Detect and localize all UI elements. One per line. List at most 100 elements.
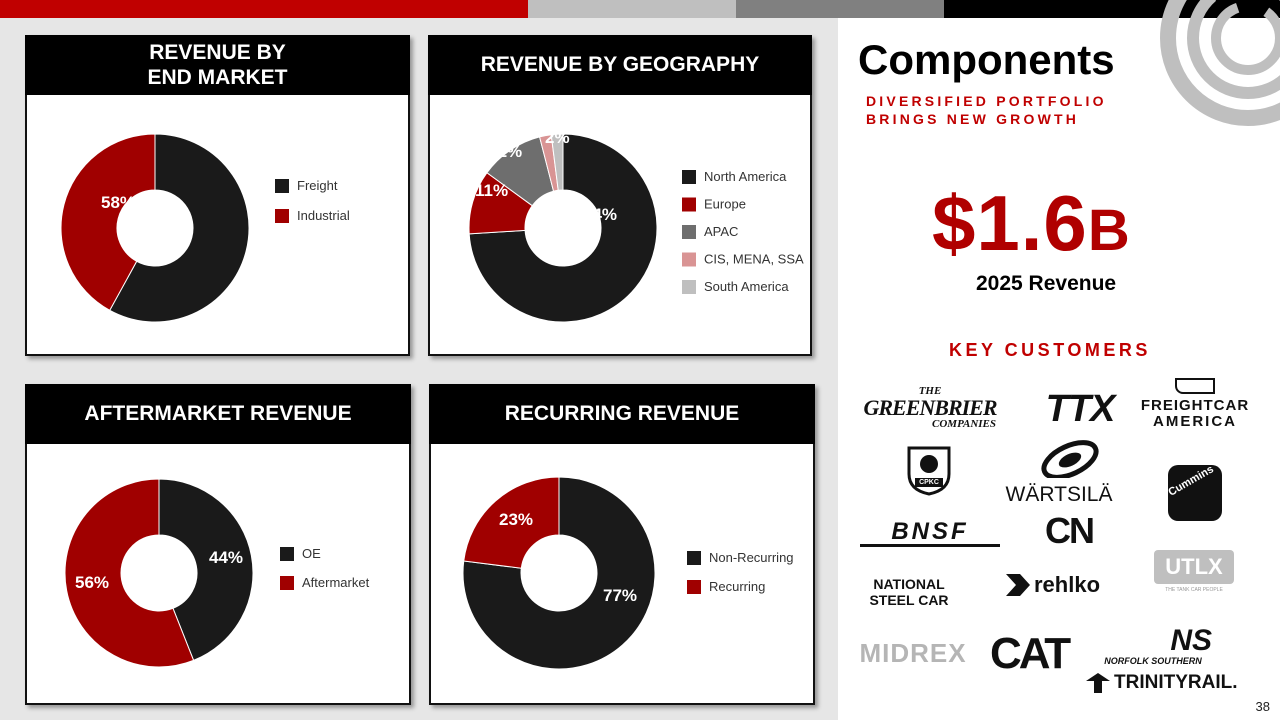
- legend-label: South America: [704, 279, 789, 294]
- cummins-logo: Cummins: [1166, 463, 1222, 521]
- freightcar-america-logo: FREIGHTCAR AMERICA: [1138, 378, 1252, 430]
- legend-swatch: [687, 551, 701, 565]
- data-label: 44%: [209, 548, 243, 567]
- revenue-unit: B: [1087, 198, 1131, 263]
- data-label: 2%: [545, 128, 570, 147]
- donut-slice-north-america: [468, 133, 658, 323]
- legend-label: Freight: [297, 178, 338, 193]
- logo-text: Cummins: [1166, 463, 1216, 499]
- legend-label: North America: [704, 169, 787, 184]
- legend-label: APAC: [704, 224, 738, 239]
- logo-text: NS: [1170, 624, 1212, 657]
- cpkc-logo: CPKC: [905, 444, 953, 496]
- trinityrail-logo: TRINITYRAIL.: [1085, 672, 1255, 694]
- revenue-label: 2025 Revenue: [976, 272, 1117, 295]
- legend-swatch: [682, 280, 696, 294]
- donut-slice-freight: [109, 133, 250, 323]
- page-number: 38: [1255, 699, 1270, 714]
- panel-title: RECURRING REVENUE: [429, 384, 815, 444]
- midrex-logo: MIDREX: [859, 638, 967, 668]
- revenue-by-end-market-panel: REVENUE BY END MARKET 58% 42% Freight Indus…: [25, 35, 410, 356]
- data-label: 2%: [561, 115, 586, 134]
- legend-swatch: [280, 547, 294, 561]
- data-label: 58%: [101, 193, 135, 212]
- legend-swatch: [275, 209, 289, 223]
- legend-swatch: [687, 580, 701, 594]
- aftermarket-donut-chart: 44% 56% OE Aftermarket: [64, 478, 370, 668]
- rehlko-arrow-icon: [1006, 574, 1030, 596]
- revenue-value: $1.6: [932, 179, 1088, 267]
- logo-text: NORFOLK SOUTHERN: [1104, 656, 1202, 666]
- cpkc-shield-icon: [907, 446, 951, 496]
- rehlko-logo: rehlko: [1004, 572, 1112, 598]
- data-label: 74%: [583, 205, 617, 224]
- revenue-figure: $1.6B: [932, 178, 1131, 269]
- wartsila-logo: WÄRTSILÄ: [1004, 440, 1114, 507]
- donut-slice-recurring: [463, 476, 560, 569]
- legend-label: Non-Recurring: [709, 550, 794, 565]
- key-customers-title: KEY CUSTOMERS: [949, 340, 1151, 360]
- legend-swatch: [682, 252, 696, 267]
- logo-text: WÄRTSILÄ: [1005, 483, 1113, 506]
- page-title: Components: [858, 36, 1115, 83]
- cat-logo: CAT: [990, 629, 1071, 678]
- logo-text: TRINITYRAIL.: [1114, 672, 1238, 693]
- top-color-bar: [0, 0, 1280, 18]
- greenbrier-logo: THE GREENBRIER COMPANIES: [860, 386, 1000, 430]
- legend-label: OE: [302, 546, 321, 561]
- aftermarket-revenue-panel: AFTERMARKET REVENUE 44% 56% OE Aftermarket: [25, 384, 411, 705]
- legend-swatch: [682, 197, 696, 212]
- trinity-emblem-icon: [1086, 673, 1110, 693]
- legend-swatch: [682, 225, 696, 239]
- utlx-logo: UTLX THE TANK CAR PEOPLE: [1154, 550, 1234, 593]
- logo-text: STEEL CAR: [869, 592, 949, 608]
- legend-label: CIS, MENA, SSA: [704, 252, 804, 267]
- subtitle-line-1: DIVERSIFIED PORTFOLIO: [866, 93, 1107, 109]
- donut-slice-south-america: [550, 133, 564, 191]
- national-steel-car-logo: NATIONAL STEEL CAR: [862, 576, 956, 608]
- logo-text: AMERICA: [1153, 413, 1237, 430]
- recurring-donut-chart: 77% 23% Non-Recurring Recurring: [462, 476, 794, 670]
- logo-text: COMPANIES: [932, 418, 996, 430]
- legend-swatch: [275, 179, 289, 193]
- page-subtitle: DIVERSIFIED PORTFOLIO BRINGS NEW GROWTH: [866, 92, 1107, 128]
- company-logo-mark: [1160, 0, 1280, 126]
- logo-text: FREIGHTCAR: [1140, 397, 1250, 414]
- logo-text: NATIONAL: [873, 576, 945, 592]
- logo-text: rehlko: [1034, 572, 1101, 597]
- legend-label: Recurring: [709, 579, 765, 594]
- data-label: 11%: [489, 142, 522, 161]
- legend-swatch: [280, 576, 294, 590]
- logo-text: GREENBRIER: [863, 395, 997, 420]
- legend-label: Industrial: [297, 208, 350, 223]
- geography-donut-chart: 74% 11% 11% 2%2% North America Europe APAC CIS,…: [468, 115, 804, 323]
- ttx-logo: TTX: [1045, 388, 1116, 430]
- donut-slice-non-recurring: [462, 476, 656, 670]
- panel-title: AFTERMARKET REVENUE: [25, 384, 411, 444]
- logo-text: UTLX: [1154, 550, 1234, 584]
- norfolk-southern-logo: NS NORFOLK SOUTHERN: [1088, 624, 1218, 667]
- legend-swatch: [682, 170, 696, 184]
- panel-title: REVENUE BY END MARKET: [25, 35, 410, 95]
- legend-label: Europe: [704, 197, 746, 212]
- donut-slice-oe: [158, 478, 254, 662]
- subtitle-line-2: BRINGS NEW GROWTH: [866, 111, 1080, 127]
- data-label: 56%: [75, 573, 109, 592]
- logo-text: CPKC: [919, 479, 939, 486]
- logo-text: THE: [918, 385, 942, 397]
- donut-slice-industrial: [60, 133, 156, 312]
- logo-text: THE TANK CAR PEOPLE: [1165, 587, 1223, 593]
- panel-title: REVENUE BY GEOGRAPHY: [428, 35, 812, 95]
- recurring-revenue-panel: RECURRING REVENUE 77% 23% Non-Recurring Rec…: [429, 384, 815, 705]
- cn-logo: CN: [1045, 510, 1095, 551]
- data-label: 23%: [499, 510, 533, 529]
- data-label: 77%: [603, 586, 637, 605]
- end-market-donut-chart: 58% 42% Freight Industrial: [29, 133, 350, 323]
- legend-label: Aftermarket: [302, 575, 370, 590]
- data-label: 11%: [475, 181, 508, 200]
- freightcar-icon: [1175, 378, 1215, 394]
- wartsila-swirl-icon: [1041, 440, 1099, 480]
- data-label: 42%: [29, 193, 63, 212]
- revenue-by-geography-panel: REVENUE BY GEOGRAPHY 74% 11% 11% 2% 2% North …: [428, 35, 812, 356]
- donut-slice-aftermarket: [64, 478, 195, 668]
